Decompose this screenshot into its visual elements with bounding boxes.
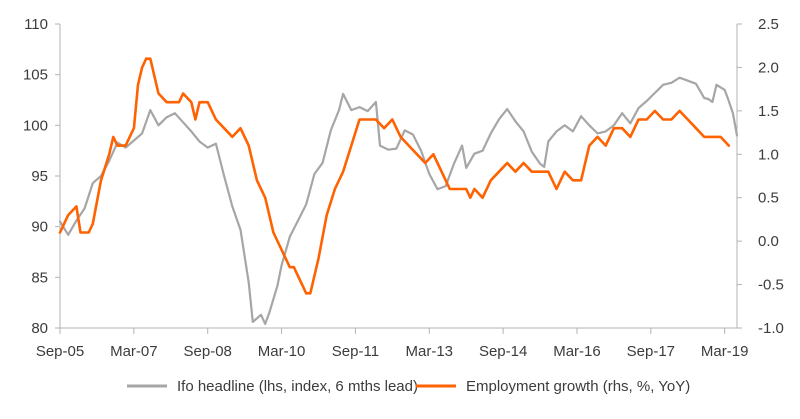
y-left-tick-label: 85 <box>31 269 48 286</box>
x-tick-label: Sep-17 <box>627 343 675 360</box>
series-line-ifo-headline <box>58 76 739 325</box>
x-tick-label: Mar-19 <box>701 343 749 360</box>
y-left-tick-label: 90 <box>31 219 48 236</box>
y-left-tick-label: 110 <box>24 16 48 33</box>
x-tick-label: Mar-07 <box>110 343 158 360</box>
series-layer <box>58 57 739 325</box>
legend: Ifo headline (lhs, index, 6 mths lead) Em… <box>127 378 690 395</box>
y-right-tick-label: 0.0 <box>758 233 779 250</box>
y-right-tick-label: 2.5 <box>758 16 779 33</box>
y-left-tick-label: 105 <box>23 67 48 84</box>
x-tick-label: Sep-14 <box>479 343 527 360</box>
x-tick-label: Mar-10 <box>258 343 306 360</box>
y-left-tick-label: 100 <box>23 117 48 134</box>
y-left-tick-label: 80 <box>31 320 48 337</box>
y-right-tick-label: 1.5 <box>758 103 779 120</box>
y-left-tick-label: 95 <box>31 168 48 185</box>
axes: 80 85 90 95 100 105 110 -1.0 -0.5 0.0 0.5 1.0 1.5 2.0… <box>23 16 784 360</box>
series-line-employment-growth <box>58 57 731 295</box>
legend-item-ifo-headline: Ifo headline (lhs, index, 6 mths lead) <box>127 378 418 395</box>
x-tick-label: Mar-13 <box>406 343 454 360</box>
x-tick-label: Sep-11 <box>332 343 379 360</box>
legend-label: Employment growth (rhs, %, YoY) <box>466 378 690 395</box>
x-tick-label: Sep-08 <box>184 343 232 360</box>
x-tick-label: Sep-05 <box>36 343 84 360</box>
legend-item-employment-growth: Employment growth (rhs, %, YoY) <box>416 378 690 395</box>
y-right-tick-label: -1.0 <box>758 320 784 337</box>
legend-label: Ifo headline (lhs, index, 6 mths lead) <box>177 378 418 395</box>
y-right-tick-label: -0.5 <box>758 277 784 294</box>
x-tick-label: Mar-16 <box>553 343 601 360</box>
y-right-tick-label: 2.0 <box>758 59 779 76</box>
y-right-tick-label: 0.5 <box>758 190 779 207</box>
y-right-tick-label: 1.0 <box>758 146 779 163</box>
